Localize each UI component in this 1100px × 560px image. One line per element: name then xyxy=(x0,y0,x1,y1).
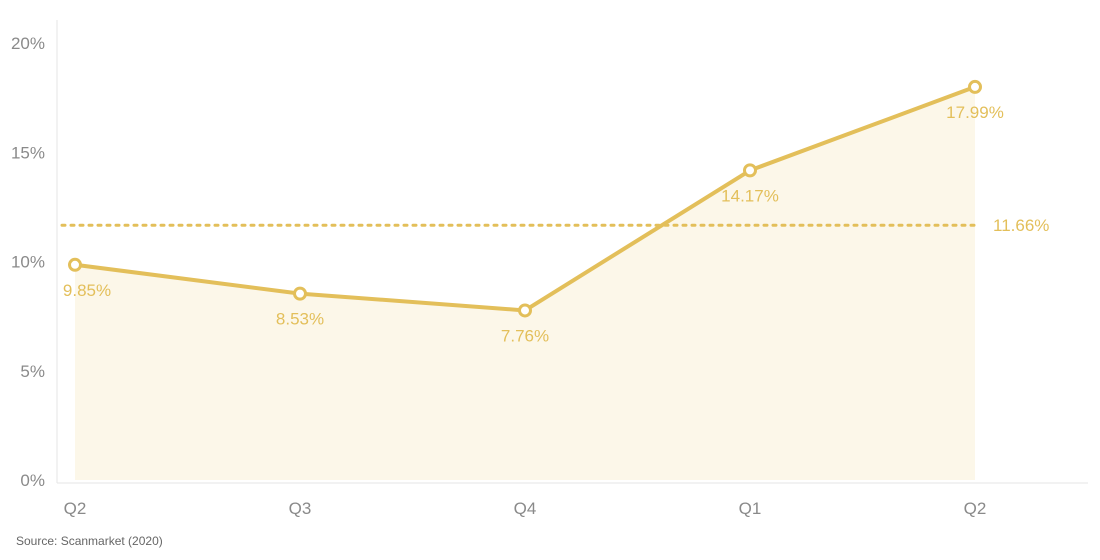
data-labels: 9.85% 8.53% 7.76% 14.17% 17.99% xyxy=(63,103,1004,346)
data-point xyxy=(968,79,982,94)
data-point xyxy=(293,286,307,301)
data-points xyxy=(68,79,982,318)
y-tick-label: 20% xyxy=(11,34,45,53)
data-label: 7.76% xyxy=(501,326,549,345)
y-tick-label: 5% xyxy=(20,362,45,381)
data-point xyxy=(68,257,82,272)
y-axis-ticks: 0% 5% 10% 15% 20% xyxy=(11,34,45,490)
data-label: 14.17% xyxy=(721,186,779,205)
y-tick-label: 15% xyxy=(11,143,45,162)
average-reference-label: 11.66% xyxy=(993,216,1049,235)
data-label: 8.53% xyxy=(276,310,324,329)
y-tick-label: 0% xyxy=(20,471,45,490)
x-tick-label: Q2 xyxy=(64,499,87,518)
source-note: Source: Scanmarket (2020) xyxy=(16,534,163,548)
data-point xyxy=(743,163,757,178)
x-tick-label: Q2 xyxy=(964,499,987,518)
data-label: 17.99% xyxy=(946,103,1004,122)
y-tick-label: 10% xyxy=(11,253,45,272)
series-area-fill xyxy=(75,86,975,480)
x-tick-label: Q3 xyxy=(289,499,312,518)
x-tick-label: Q4 xyxy=(514,499,537,518)
x-tick-label: Q1 xyxy=(739,499,762,518)
data-label: 9.85% xyxy=(63,281,111,300)
x-axis-ticks: Q2 Q3 Q4 Q1 Q2 xyxy=(64,499,987,518)
data-point xyxy=(518,303,532,318)
